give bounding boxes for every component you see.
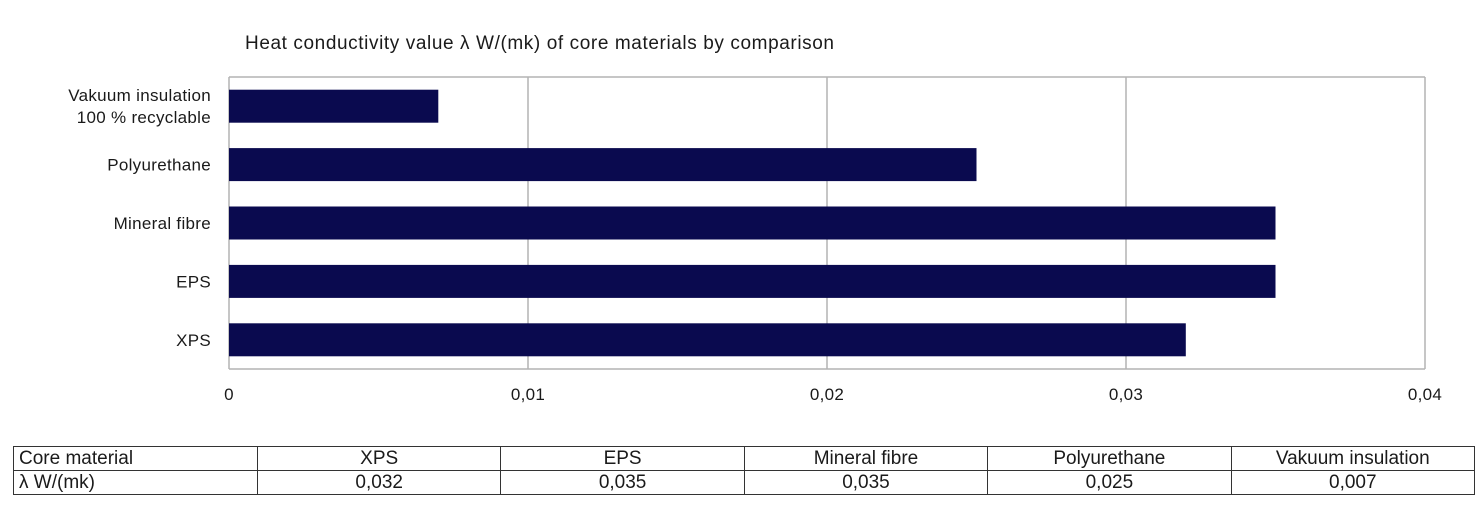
bar bbox=[229, 264, 1276, 298]
table-column-header: Vakuum insulation bbox=[1230, 446, 1476, 471]
x-tick-label: 0,01 bbox=[511, 385, 545, 404]
table-column-header: EPS bbox=[500, 446, 745, 471]
bar-chart: Heat conductivity value λ W/(mk) of core… bbox=[68, 33, 1442, 404]
table-value-cell: 0,032 bbox=[256, 470, 502, 495]
bar bbox=[229, 206, 1276, 240]
bar bbox=[229, 323, 1186, 357]
table-column-header: XPS bbox=[256, 446, 502, 471]
table-value-cell: 0,007 bbox=[1230, 470, 1476, 495]
category-label: EPS bbox=[176, 272, 211, 291]
table-header-row: Core material XPS EPS Mineral fibre Poly… bbox=[13, 446, 1476, 471]
category-label: XPS bbox=[176, 331, 211, 350]
table-value-cell: 0,035 bbox=[500, 470, 745, 495]
category-label: Mineral fibre bbox=[114, 214, 211, 233]
bar bbox=[229, 89, 439, 123]
x-tick-label: 0,04 bbox=[1408, 385, 1442, 404]
x-tick-label: 0,03 bbox=[1109, 385, 1143, 404]
table-header-label: Core material bbox=[13, 446, 258, 471]
category-label: Vakuum insulation 100 % recyclable bbox=[68, 86, 211, 127]
table-value-cell: 0,035 bbox=[743, 470, 989, 495]
x-tick-label: 0,02 bbox=[810, 385, 844, 404]
chart-title: Heat conductivity value λ W/(mk) of core… bbox=[245, 33, 835, 54]
x-tick-label: 0 bbox=[224, 385, 234, 404]
data-table: Core material XPS EPS Mineral fibre Poly… bbox=[13, 446, 1476, 495]
category-label: Polyurethane bbox=[107, 156, 211, 175]
table-value-cell: 0,025 bbox=[987, 470, 1232, 495]
table-column-header: Mineral fibre bbox=[743, 446, 989, 471]
table-value-row: λ W/(mk) 0,032 0,035 0,035 0,025 0,007 bbox=[13, 470, 1476, 495]
bar bbox=[229, 148, 977, 182]
table-column-header: Polyurethane bbox=[987, 446, 1232, 471]
table-value-label: λ W/(mk) bbox=[13, 470, 258, 495]
